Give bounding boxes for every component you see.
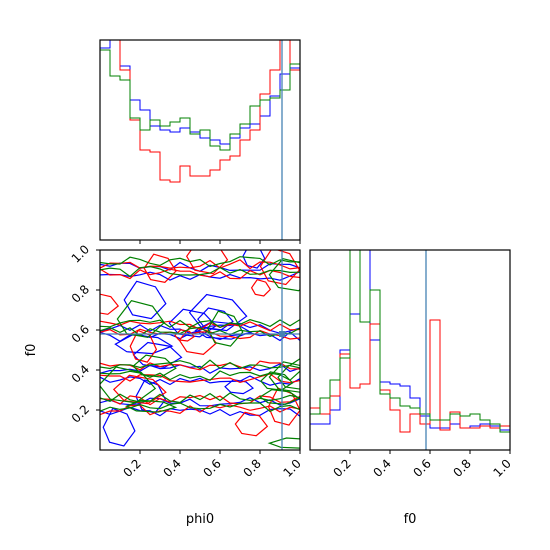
contour-loop-1-3	[174, 329, 196, 342]
contour-y-tick-label: 1.0	[69, 242, 92, 265]
contour-frame	[99, 249, 301, 451]
contour-x-tick-label: 0.8	[240, 456, 263, 479]
contour-loop-0-3	[135, 379, 167, 414]
histogram-phi0-panel	[99, 39, 301, 244]
contour-band-1-4	[100, 328, 300, 340]
contour-band-0-3	[100, 363, 300, 374]
contour-loop-1-10	[234, 411, 269, 437]
contour-x-tick-label: 0.4	[160, 456, 183, 479]
contour-band-1-5	[100, 320, 300, 332]
phi0-hist-frame	[99, 39, 301, 241]
f0-hist-series-1	[309, 319, 511, 450]
contour-loop-1-9	[185, 250, 229, 275]
f0-hist-x-tick-label: 0.2	[330, 456, 353, 479]
f0-hist-series-0	[309, 249, 511, 450]
contour-band-0-0	[100, 406, 300, 417]
contour-band-1-0	[100, 404, 300, 416]
contour-loop-2-8	[100, 366, 157, 404]
contour-loop-0-4	[132, 341, 183, 368]
phi0-hist-series-1	[99, 39, 301, 240]
histogram-f0-panel: 0.2 0.4 0.6 0.8 1.0	[309, 249, 514, 480]
contour-band-2-7	[100, 256, 300, 268]
contour-y-tick-label: 0.6	[69, 322, 92, 345]
phi0-hist-series-2	[99, 49, 301, 240]
f0-hist-x-tick-label: 1.0	[490, 456, 513, 479]
contour-loop-2-3	[268, 361, 300, 393]
contour-loop-2-6	[259, 389, 300, 405]
contour-x-tick-label: 0.2	[120, 456, 143, 479]
contour-y-tick-label: 0.8	[69, 282, 92, 305]
contour-loop-0-2	[123, 280, 167, 320]
contour-band-2-2	[100, 370, 300, 382]
contour-phi0-f0-panel: 0.2 0.4 0.6 0.8 1.0 0.2 0.4 0.6 0.8 1.0	[69, 242, 304, 480]
contour-band-0-2	[100, 375, 300, 386]
contour-loop-1-2	[100, 293, 120, 315]
f0-hist-x-tick-label: 0.6	[410, 456, 433, 479]
contour-x-tick-label: 0.6	[200, 456, 223, 479]
xlabel-phi0: phi0	[186, 512, 214, 527]
contour-x-tick-label: 1.0	[280, 456, 303, 479]
contour-loop-2-0	[267, 437, 300, 449]
contour-y-tick-label: 0.4	[69, 362, 92, 385]
contour-band-2-0	[100, 402, 300, 413]
contour-loop-1-7	[143, 253, 177, 283]
contour-band-0-1	[100, 397, 300, 407]
contour-loop-0-1	[102, 407, 136, 447]
contour-band-1-1	[100, 394, 300, 406]
contour-loop-2-5	[207, 310, 244, 347]
truth-marker	[279, 331, 285, 337]
contour-loop-1-5	[250, 278, 272, 297]
contour-loop-2-7	[277, 364, 300, 390]
contour-loop-2-2	[260, 371, 294, 391]
contour-loop-1-1	[129, 329, 158, 363]
contour-band-2-1	[100, 392, 300, 404]
f0-hist-series-2	[309, 249, 511, 450]
contour-loop-2-1	[268, 258, 300, 292]
contour-loop-0-0	[114, 334, 174, 355]
contour-loop-2-9	[125, 399, 178, 413]
f0-hist-frame	[309, 249, 511, 451]
contour-band-2-6	[100, 265, 300, 278]
f0-hist-x-tick-label: 0.8	[450, 456, 473, 479]
contour-loop-2-10	[132, 354, 177, 378]
xlabel-f0: f0	[404, 512, 417, 527]
ylabel-f0: f0	[24, 344, 39, 357]
f0-hist-x-tick-label: 0.4	[370, 456, 393, 479]
contour-band-2-5	[100, 319, 300, 329]
contour-y-tick-label: 0.2	[69, 402, 92, 425]
